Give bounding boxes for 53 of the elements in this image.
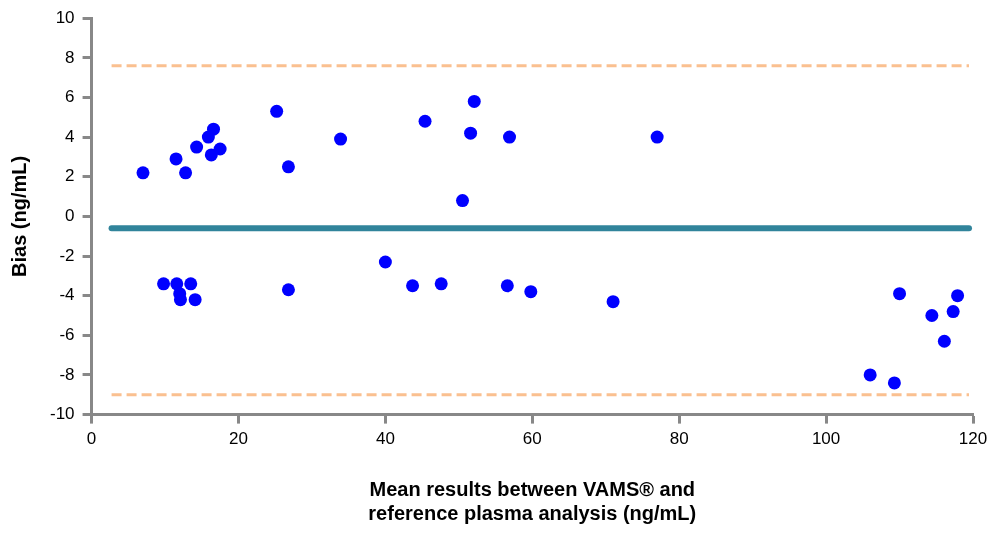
point: [893, 287, 907, 301]
point: [524, 285, 538, 299]
point: [406, 279, 420, 293]
point: [503, 130, 517, 144]
y-tick-label: -2: [59, 245, 75, 265]
x-tick-label: 20: [229, 429, 248, 449]
point: [951, 289, 965, 303]
y-tick-label: -10: [49, 404, 75, 424]
x-axis-title: Mean results between VAMS® and reference plasma analysis (ng/mL): [368, 477, 697, 524]
point: [887, 376, 901, 390]
point: [925, 309, 939, 322]
point: [418, 114, 432, 128]
y-tick-label: -8: [59, 364, 75, 384]
y-tick-label: -6: [59, 325, 75, 345]
x-tick-label: 40: [375, 429, 395, 449]
point: [281, 283, 295, 297]
point: [863, 368, 877, 382]
point: [173, 293, 187, 307]
y-tick-label: 0: [65, 206, 75, 226]
y-tick-label: 10: [55, 7, 75, 27]
y-tick-label: -4: [59, 285, 75, 305]
y-tick-label: 6: [65, 87, 75, 107]
point: [136, 166, 150, 180]
y-tick-label: 4: [65, 126, 75, 146]
x-tick-label: 120: [958, 429, 988, 449]
point: [378, 255, 392, 269]
point: [946, 305, 960, 319]
point: [281, 160, 295, 174]
point: [606, 295, 620, 309]
point: [207, 122, 220, 136]
point: [157, 277, 171, 291]
point: [467, 94, 481, 108]
point: [190, 140, 204, 154]
point: [464, 126, 478, 140]
point: [434, 277, 448, 291]
point: [270, 104, 284, 118]
x-tick-label: 60: [522, 429, 542, 449]
y-axis-title: Bias (ng/mL): [7, 155, 30, 277]
point: [650, 130, 664, 144]
point: [500, 279, 514, 293]
point: [213, 142, 227, 156]
x-tick-label: 100: [811, 429, 841, 449]
y-tick-label: 8: [65, 47, 75, 67]
point: [179, 166, 193, 180]
y-tick-label: 2: [65, 166, 75, 186]
point: [456, 194, 470, 208]
x-tick-label: 0: [86, 429, 97, 449]
point: [188, 293, 202, 307]
point: [334, 132, 348, 146]
point: [937, 334, 951, 348]
point: [184, 277, 198, 291]
point: [169, 152, 183, 166]
x-tick-label: 80: [669, 429, 689, 449]
